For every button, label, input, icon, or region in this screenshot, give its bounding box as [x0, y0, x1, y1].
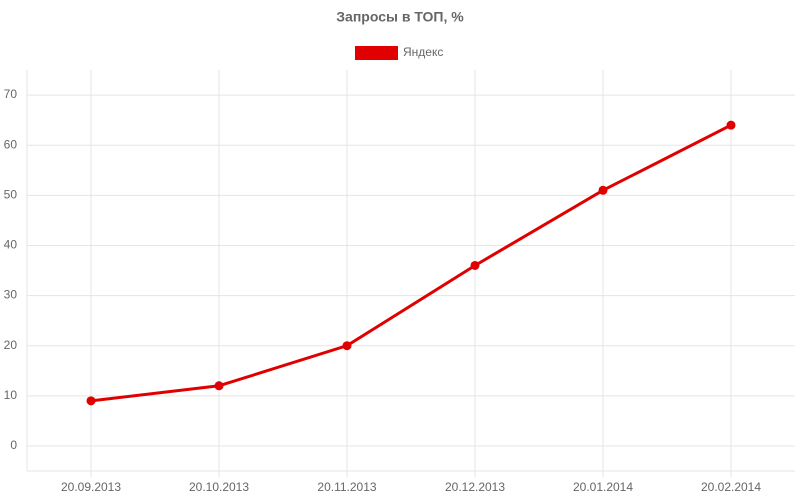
legend-swatch [355, 46, 398, 60]
legend-label: Яндекс [403, 45, 443, 59]
y-tick-label: 70 [4, 87, 18, 101]
x-tick-label: 20.10.2013 [189, 480, 249, 494]
x-tick-label: 20.02.2014 [701, 480, 761, 494]
y-tick-label: 40 [4, 238, 18, 252]
point [726, 120, 736, 130]
point [470, 260, 480, 270]
point [598, 185, 608, 195]
y-tick-label: 0 [10, 438, 17, 452]
point [86, 396, 96, 406]
chart-title: Запросы в ТОП, % [336, 9, 464, 25]
line [90, 123, 732, 403]
y-tick-label: 30 [4, 288, 18, 302]
y-tick-label: 50 [4, 187, 18, 201]
x-tick-label: 20.11.2013 [317, 480, 376, 494]
x-tick-label: 20.01.2014 [573, 480, 633, 494]
point [342, 341, 352, 351]
y-tick-label: 60 [4, 137, 18, 151]
y-tick-label: 20 [4, 338, 18, 352]
x-tick-label: 20.12.2013 [445, 480, 505, 494]
point [214, 381, 224, 391]
x-tick-label: 20.09.2013 [61, 480, 121, 494]
y-tick-label: 10 [4, 388, 18, 402]
